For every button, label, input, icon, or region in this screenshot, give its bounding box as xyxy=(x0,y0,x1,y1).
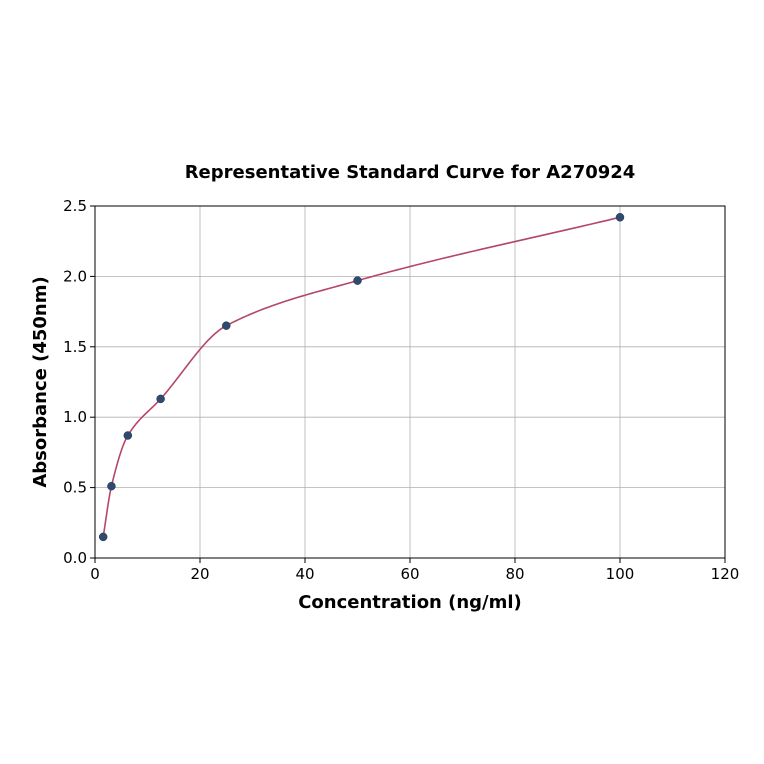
x-axis-label: Concentration (ng/ml) xyxy=(298,592,522,613)
x-tick-label: 120 xyxy=(711,565,740,583)
y-tick-label: 2.5 xyxy=(63,197,87,215)
y-tick-label: 2.0 xyxy=(63,267,87,285)
data-point xyxy=(123,431,133,440)
data-point xyxy=(107,481,116,491)
x-tick-label: 20 xyxy=(190,565,209,583)
x-tick-label: 100 xyxy=(606,565,635,583)
grid xyxy=(94,205,726,559)
axis-ticks: 0 20 40 60 80 100 120 0.0 0.5 1.0 1.5 2.0 2.5 xyxy=(63,197,739,583)
y-tick-label: 0.5 xyxy=(63,479,87,497)
x-tick-label: 40 xyxy=(295,565,314,583)
x-tick-label: 80 xyxy=(505,565,524,583)
data-point xyxy=(98,532,108,542)
data-points xyxy=(98,213,625,542)
y-tick-label: 1.5 xyxy=(63,338,87,356)
data-point xyxy=(615,213,625,222)
fit-curve-layer xyxy=(102,216,621,538)
data-point xyxy=(156,394,165,404)
y-tick-label: 1.0 xyxy=(63,408,87,426)
data-point xyxy=(353,276,362,285)
x-tick-label: 60 xyxy=(400,565,419,583)
x-tick-label: 0 xyxy=(90,565,100,583)
fit-curve xyxy=(102,216,621,538)
y-tick-label: 0.0 xyxy=(63,549,87,567)
y-axis-label: Absorbance (450nm) xyxy=(30,276,51,487)
data-point xyxy=(222,321,231,330)
chart-title: Representative Standard Curve for A27092… xyxy=(185,162,636,183)
